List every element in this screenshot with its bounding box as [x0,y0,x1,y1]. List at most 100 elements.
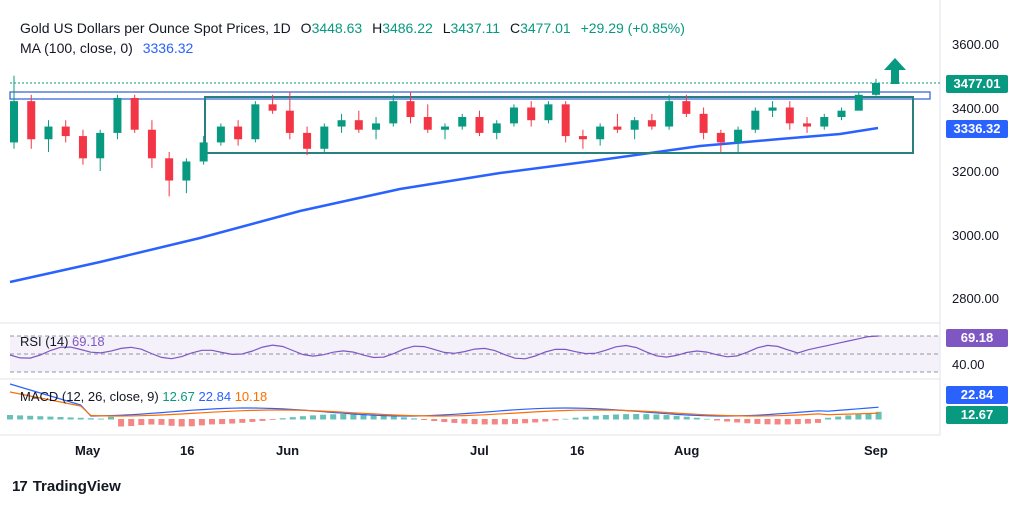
macd-bar [421,419,428,420]
macd-bar [481,419,488,425]
candle-body [199,142,208,162]
macd-bar [47,416,54,420]
macd-bar [501,419,508,425]
candle-body [268,104,277,111]
macd-signal-badge: 22.84 [946,386,1008,404]
macd-bar [128,419,135,427]
macd-bar [340,414,347,420]
macd-bar [158,419,165,425]
candle-body [320,126,329,149]
macd-bar [774,419,781,425]
candle-body [665,101,674,127]
symbol-title[interactable]: Gold US Dollars per Ounce Spot Prices, 1… [20,20,291,36]
candle-body [716,132,725,143]
candle-body [303,132,312,149]
macd-bar [118,419,125,427]
macd-bar [360,414,367,420]
macd-bar [229,419,236,424]
rsi-label: RSI (14) [20,334,69,349]
macd-bar [350,414,357,420]
macd-bar [653,414,660,420]
macd-bar [714,419,720,421]
time-tick-16-jul: 16 [570,443,585,458]
candle-body [475,117,484,133]
macd-bar [835,416,842,420]
rsi-legend[interactable]: RSI (14) 69.18 [20,334,105,349]
candle-body [630,120,639,130]
candle-body [165,158,174,181]
macd-bar [724,419,731,422]
price-badge: 3477.01 [946,75,1008,93]
macd-bar [865,413,872,420]
macd-bar [310,415,316,420]
breakout-arrow [884,58,906,84]
candle-body [751,110,760,130]
macd-bar [400,417,407,420]
macd-bar [804,419,811,424]
macd-bar [87,418,94,420]
macd-bar [825,417,832,420]
candle-body [527,107,536,121]
macd-bar [198,419,205,426]
candle-body [285,110,294,133]
candle-body [458,117,467,127]
macd-bar [219,419,226,425]
macd-bar [380,415,387,420]
candle-body [578,136,587,140]
macd-bar [17,415,24,420]
macd-bar [138,419,145,426]
time-tick-16-may: 16 [180,443,195,458]
macd-bar [794,419,801,425]
macd-bar [764,419,771,425]
macd-bar [562,418,569,420]
rsi-badge: 69.18 [946,329,1008,347]
candle-body [613,126,622,130]
candle-body [699,113,708,133]
candle-body [96,132,105,159]
tradingview-logo[interactable]: 17 TradingView [12,478,121,495]
candle-body [216,126,225,143]
macd-bar [592,415,599,420]
macd-bar [148,419,155,425]
change-value: +29.29 (+0.85%) [580,20,685,36]
macd-signal-value: 22.84 [198,389,232,404]
macd-bar [451,419,458,423]
macd-bar [97,418,104,420]
candle-body [734,129,743,143]
low-label: L [442,20,451,36]
macd-bar [582,416,589,420]
candle-body [837,110,846,118]
macd-bar [572,417,579,420]
macd-bar [289,417,296,420]
macd-bar [178,419,185,427]
macd-bar [754,419,761,424]
candle-body [354,120,363,130]
candle-body [251,104,260,140]
macd-bar [683,416,690,420]
macd-bar [239,419,246,423]
macd-legend[interactable]: MACD (12, 26, close, 9) 12.67 22.84 10.1… [20,389,267,404]
candle-body [872,83,880,95]
ma-legend[interactable]: MA (100, close, 0) 3336.32 [20,40,199,56]
ma-label: MA (100, close, 0) [20,40,133,56]
macd-bar [542,419,549,422]
close-label: C [509,20,521,36]
macd-bar [320,414,327,420]
candle-body [234,126,243,140]
macd-bar [512,419,518,424]
macd-bar [552,419,559,421]
macd-bar [815,419,821,423]
candle-body [130,97,139,130]
macd-bar [37,416,44,420]
candle-body [682,101,691,114]
candle-body [544,104,553,121]
macd-bar [522,419,529,424]
macd-bar [663,415,670,420]
macd-bar [734,419,741,423]
macd-bar [643,414,650,420]
macd-bar [168,419,175,426]
macd-bar [259,419,266,421]
candle-body [596,126,605,140]
macd-bar [108,416,114,420]
